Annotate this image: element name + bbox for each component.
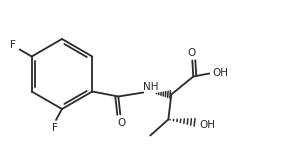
Text: OH: OH — [199, 119, 215, 129]
Text: F: F — [10, 41, 16, 51]
Text: O: O — [187, 47, 195, 58]
Text: OH: OH — [212, 68, 228, 78]
Text: O: O — [117, 117, 125, 127]
Text: F: F — [52, 123, 58, 133]
Text: NH: NH — [143, 81, 158, 92]
